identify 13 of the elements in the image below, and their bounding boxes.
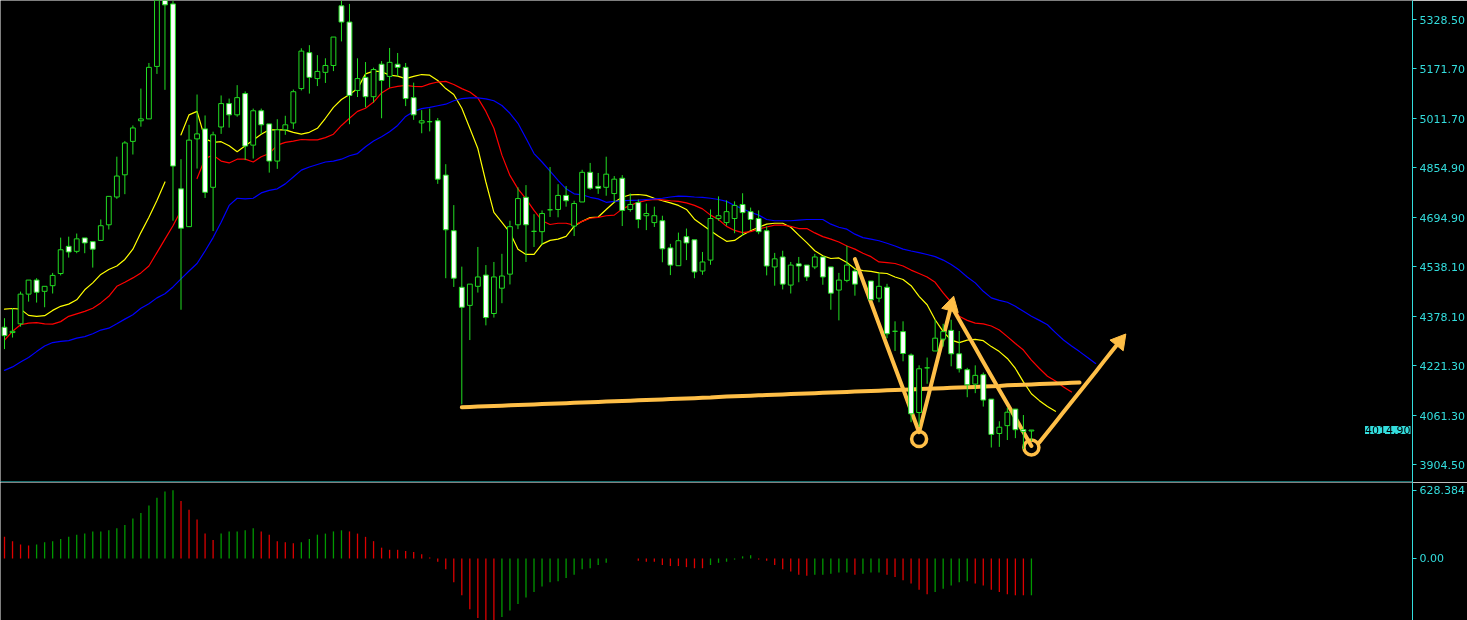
y-tick-label: 4378.10: [1419, 310, 1465, 324]
y-tick-label: 5328.50: [1419, 13, 1465, 27]
annotation: 4014.90: [1365, 424, 1411, 438]
y-tick-label: 4694.90: [1419, 211, 1465, 225]
y-tick-label: 3904.50: [1419, 458, 1465, 472]
y-tick-label: 4854.90: [1419, 161, 1465, 175]
y-tick-label: 5171.70: [1419, 62, 1465, 76]
y-tick-label: 4221.30: [1419, 359, 1465, 373]
y-tick-label: 4061.30: [1419, 409, 1465, 423]
y-tick-label: 4538.10: [1419, 260, 1465, 274]
y-tick-label: 628.384: [1419, 484, 1465, 498]
y-tick-label: 5011.70: [1419, 112, 1465, 126]
y-tick-label: 0.00: [1419, 552, 1444, 566]
